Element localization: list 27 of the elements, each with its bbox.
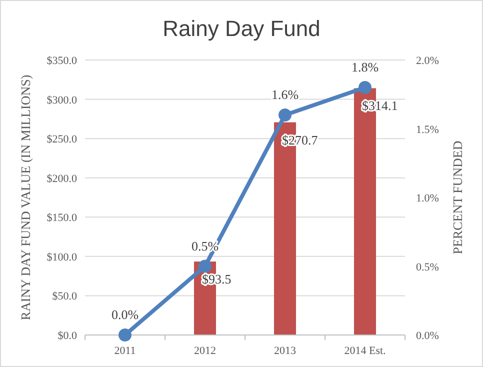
point (198, 260, 212, 273)
y2-tick-label: 2.0% (416, 55, 439, 67)
y-axis-title: RAINY DAY FUND VALUE (IN MILLIONS) (18, 74, 33, 320)
chart-title: Rainy Day Fund (162, 16, 320, 41)
x-tick-label: 2011 (114, 345, 136, 357)
x-tick-label: 2013 (274, 345, 296, 357)
point (358, 81, 372, 94)
y2-tick-label: 0.0% (416, 330, 439, 342)
y-tick-label: $100.0 (46, 251, 78, 264)
x-tick-label: 2014 Est. (344, 345, 386, 357)
y2-tick-label: 1.0% (416, 192, 439, 204)
y-tick-label: $50.0 (52, 290, 78, 303)
data-label: 1.8% (351, 60, 379, 74)
y-tick-label: $0.0 (58, 330, 78, 342)
y-tick-label: $200.0 (46, 172, 78, 185)
data-label: 0.0% (111, 307, 139, 322)
point (118, 328, 132, 342)
y-tick-label: $300.0 (46, 94, 78, 106)
point (278, 108, 292, 122)
x-tick-label: 2012 (194, 345, 216, 357)
y2-tick-label: 1.5% (416, 124, 439, 136)
data-label: 1.6% (271, 87, 299, 102)
y2-tick-label: 0.5% (416, 261, 439, 274)
y-tick-label: $250.0 (46, 134, 78, 146)
y-tick-label: $150.0 (46, 212, 78, 224)
y2-axis-title: PERCENT FUNDED (450, 140, 465, 254)
y-tick-label: $350.0 (46, 55, 78, 67)
